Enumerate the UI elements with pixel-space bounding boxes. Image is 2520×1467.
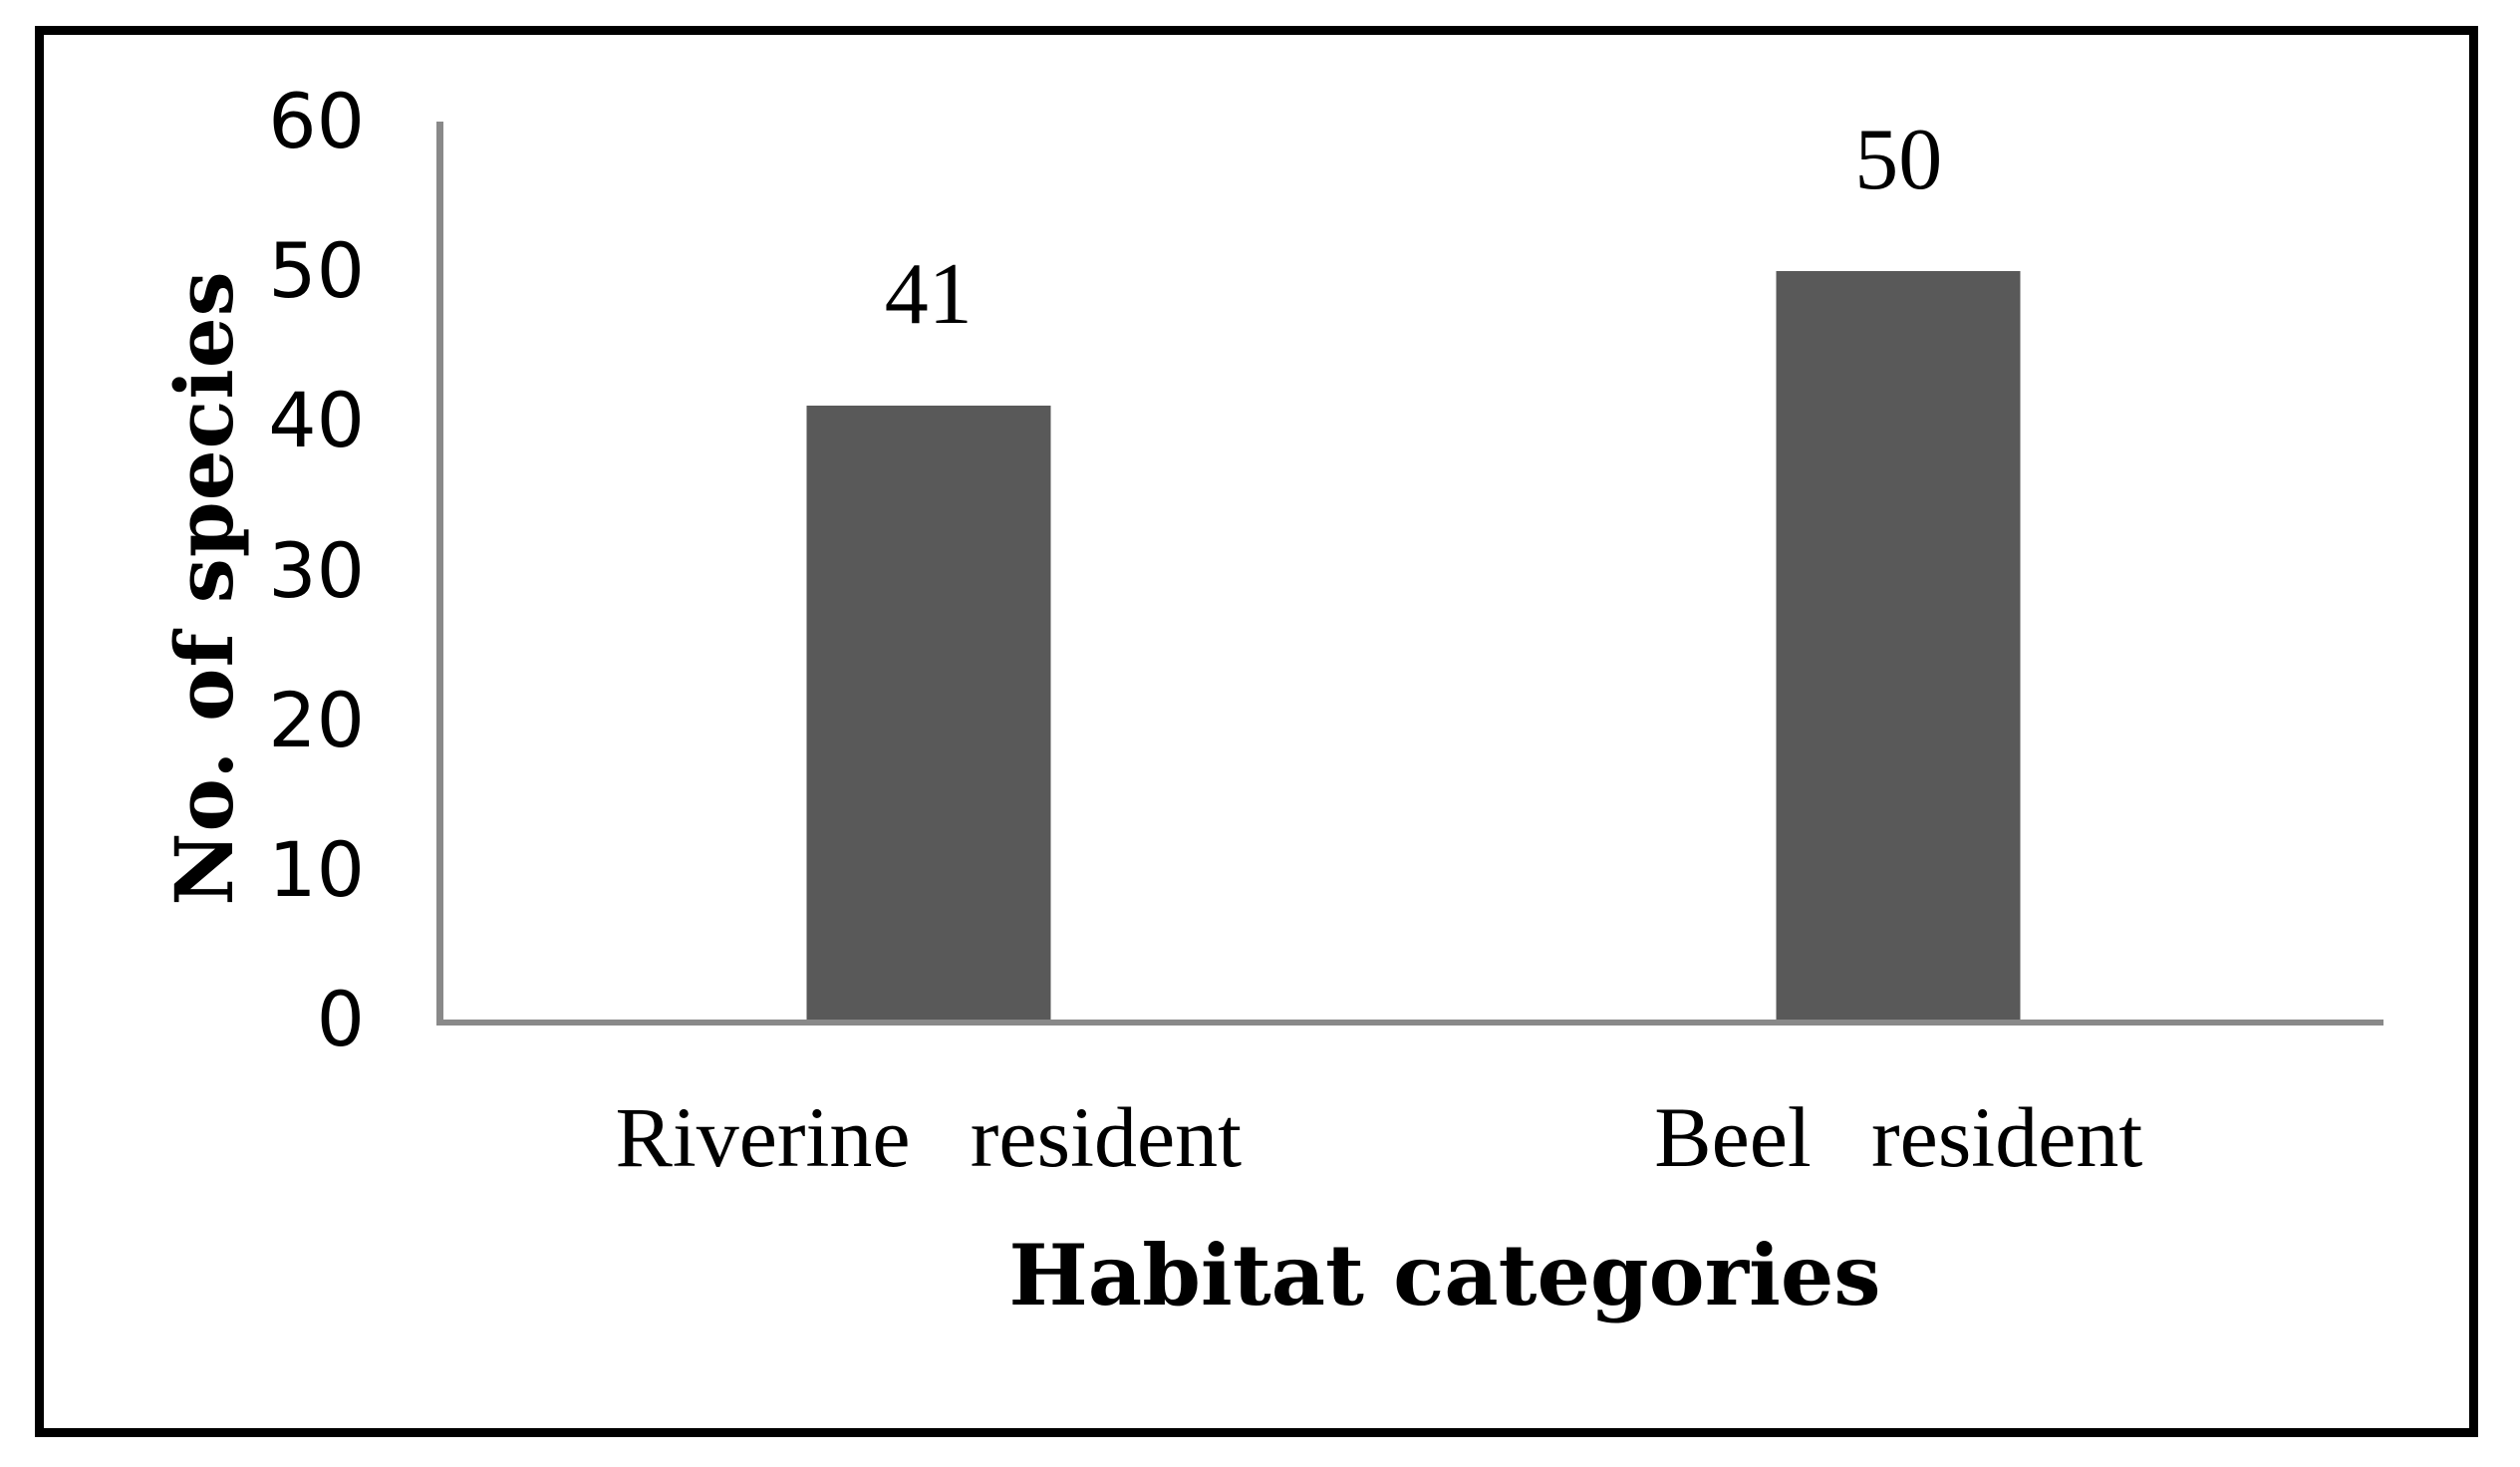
y-tick-label: 40 xyxy=(268,376,365,465)
y-tick-label: 0 xyxy=(316,975,365,1063)
bar-value-label: 50 xyxy=(1854,112,1943,209)
x-category-label: Riverine resident xyxy=(615,1089,1243,1185)
y-tick-label: 50 xyxy=(268,226,365,316)
y-tick-label: 60 xyxy=(268,77,365,165)
x-axis-line xyxy=(436,1020,2383,1026)
x-axis-title: Habitat categories xyxy=(1008,1226,1881,1324)
x-category-labels: Riverine resident Beel resident xyxy=(443,1094,2383,1204)
bar xyxy=(1776,271,2021,1020)
y-axis-line xyxy=(436,122,443,1026)
bar-value-label: 41 xyxy=(884,246,973,344)
y-tick-label: 20 xyxy=(268,675,365,764)
y-tick-label: 10 xyxy=(268,824,365,914)
x-category-label: Beel resident xyxy=(1654,1089,2143,1185)
plot-area: 41 50 xyxy=(443,117,2383,1020)
y-axis-ticks: 0 10 20 30 40 50 60 xyxy=(100,84,365,1057)
y-tick-label: 30 xyxy=(268,525,365,615)
bar xyxy=(806,406,1051,1020)
